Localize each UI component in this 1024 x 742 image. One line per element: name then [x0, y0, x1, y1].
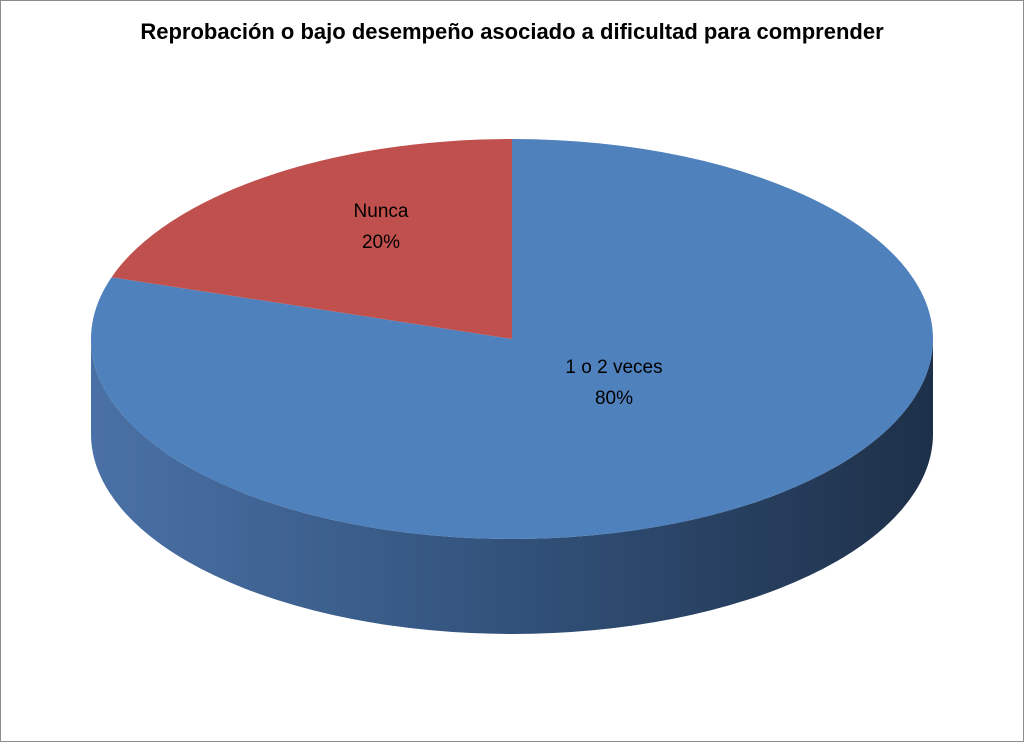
slice-label-1: Nunca [354, 201, 409, 222]
slice-value-1: 20% [362, 232, 400, 253]
pie-slice-1 [111, 139, 512, 339]
chart-title: Reprobación o bajo desempeño asociado a … [140, 19, 884, 44]
pie-side-0 [91, 339, 933, 634]
pie-slice-0 [91, 139, 934, 539]
slice-label-0: 1 o 2 veces [565, 357, 662, 378]
slice-value-0: 80% [595, 388, 633, 409]
